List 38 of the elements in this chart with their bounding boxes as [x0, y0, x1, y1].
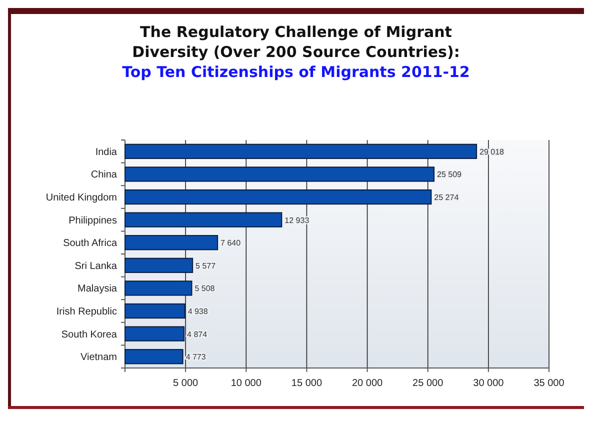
y-tick-label: India [95, 146, 118, 158]
x-tick-label: 5 000 [173, 378, 199, 389]
bar [124, 258, 194, 273]
x-tick-label: 30 000 [473, 378, 504, 389]
data-label: 5 508 [194, 284, 216, 294]
data-label: 7 640 [220, 238, 242, 248]
data-label: 29 018 [480, 147, 505, 156]
chart-title: The Regulatory Challenge of Migrant Diversity (Over 200 Source Countries): [131, 22, 461, 62]
y-tick-label: Sri Lanka [74, 260, 118, 272]
bar [124, 189, 432, 205]
y-tick-label: Malaysia [78, 284, 118, 295]
x-tick-label: 10 000 [230, 378, 262, 389]
data-label: 4 874 [187, 330, 208, 339]
bar [124, 326, 185, 342]
y-tick-label: China [90, 170, 118, 181]
y-tick-label: South Korea [61, 329, 118, 340]
y-tick-label: Irish Republic [56, 306, 117, 318]
bar [124, 235, 218, 250]
bar [124, 303, 186, 319]
bar [124, 349, 184, 364]
x-tick-label: 20 000 [352, 378, 384, 389]
bar [124, 212, 282, 228]
y-tick-label: South Africa [63, 238, 118, 250]
chart-subtitle: Top Ten Citizenships of Migrants 2011-12 [121, 62, 471, 82]
data-label: 25 274 [434, 193, 460, 202]
x-tick-label: 15 000 [291, 378, 322, 389]
data-label: 5 577 [196, 261, 216, 270]
y-tick-label: Philippines [68, 215, 117, 226]
y-tick-label: Vietnam [80, 352, 117, 364]
bar [124, 166, 435, 182]
y-tick-label: United Kingdom [46, 192, 117, 204]
data-label: 4 773 [186, 352, 206, 362]
bar [124, 280, 192, 296]
data-label: 4 938 [188, 307, 208, 316]
x-tick-label: 35 000 [534, 378, 565, 389]
bar [124, 144, 478, 159]
x-tick-label: 25 000 [412, 378, 444, 389]
data-label: 25 509 [437, 170, 462, 180]
